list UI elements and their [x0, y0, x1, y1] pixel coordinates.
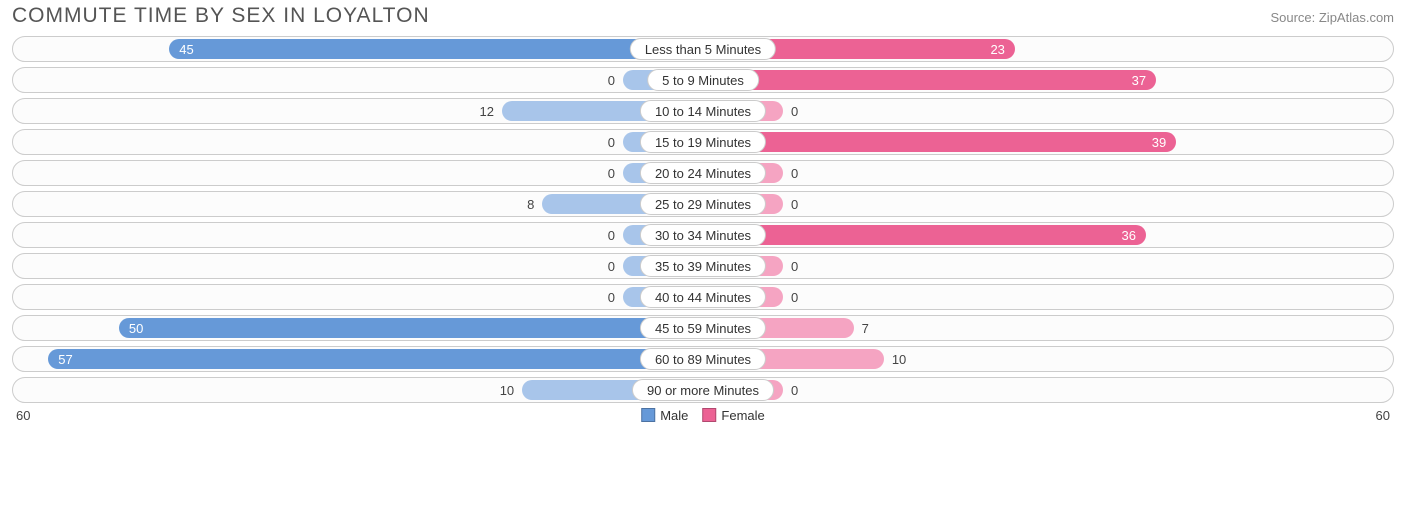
legend-item-male: Male — [641, 408, 688, 423]
axis-max-right: 60 — [1376, 408, 1390, 423]
category-label: 5 to 9 Minutes — [647, 69, 759, 91]
category-label: Less than 5 Minutes — [630, 38, 776, 60]
chart-row: 12 0 10 to 14 Minutes — [12, 98, 1394, 124]
bar-value-male: 8 — [527, 197, 542, 212]
row-half-female: 0 — [703, 285, 1393, 309]
bar-value-female: 23 — [990, 42, 1004, 57]
category-label: 10 to 14 Minutes — [640, 100, 766, 122]
row-half-male: 0 — [13, 130, 703, 154]
legend-label-female: Female — [721, 408, 764, 423]
row-half-male: 0 — [13, 223, 703, 247]
bar-value-female: 37 — [1132, 73, 1146, 88]
bar-male: 50 — [119, 318, 705, 338]
chart-title: COMMUTE TIME BY SEX IN LOYALTON — [12, 4, 430, 28]
row-half-male: 0 — [13, 161, 703, 185]
row-half-male: 57 — [13, 347, 703, 371]
row-half-female: 0 — [703, 254, 1393, 278]
bar-value-female: 7 — [854, 321, 869, 336]
bar-value-female: 39 — [1152, 135, 1166, 150]
category-label: 90 or more Minutes — [632, 379, 774, 401]
category-label: 15 to 19 Minutes — [640, 131, 766, 153]
chart-row: 0 0 20 to 24 Minutes — [12, 160, 1394, 186]
chart-row: 0 0 35 to 39 Minutes — [12, 253, 1394, 279]
bar-value-male: 45 — [179, 42, 193, 57]
bar-value-male: 12 — [480, 104, 502, 119]
bar-value-male: 0 — [608, 290, 623, 305]
legend-item-female: Female — [702, 408, 764, 423]
bar-female: 39 — [701, 132, 1176, 152]
row-half-male: 0 — [13, 68, 703, 92]
bar-value-male: 0 — [608, 228, 623, 243]
bar-female: 36 — [701, 225, 1146, 245]
chart-rows: 45 23 Less than 5 Minutes 0 37 5 to 9 Minutes… — [8, 36, 1398, 403]
chart-container: COMMUTE TIME BY SEX IN LOYALTON Source: … — [0, 0, 1406, 427]
row-half-female: 0 — [703, 378, 1393, 402]
chart-row: 0 36 30 to 34 Minutes — [12, 222, 1394, 248]
bar-value-male: 0 — [608, 259, 623, 274]
row-half-female: 10 — [703, 347, 1393, 371]
chart-row: 50 7 45 to 59 Minutes — [12, 315, 1394, 341]
bar-value-male: 50 — [129, 321, 143, 336]
bar-value-female: 0 — [783, 166, 798, 181]
bar-male: 57 — [48, 349, 705, 369]
bar-value-male: 10 — [500, 383, 522, 398]
bar-value-female: 10 — [884, 352, 906, 367]
row-half-female: 36 — [703, 223, 1393, 247]
bar-male: 45 — [169, 39, 705, 59]
bar-value-female: 0 — [783, 383, 798, 398]
chart-legend: Male Female — [641, 408, 765, 423]
chart-row: 45 23 Less than 5 Minutes — [12, 36, 1394, 62]
chart-row: 10 0 90 or more Minutes — [12, 377, 1394, 403]
row-half-female: 23 — [703, 37, 1393, 61]
bar-value-male: 0 — [608, 73, 623, 88]
row-half-male: 50 — [13, 316, 703, 340]
category-label: 20 to 24 Minutes — [640, 162, 766, 184]
category-label: 45 to 59 Minutes — [640, 317, 766, 339]
chart-row: 8 0 25 to 29 Minutes — [12, 191, 1394, 217]
chart-footer: 60 Male Female 60 — [8, 403, 1398, 427]
legend-label-male: Male — [660, 408, 688, 423]
bar-value-male: 57 — [58, 352, 72, 367]
bar-value-female: 0 — [783, 290, 798, 305]
row-half-male: 0 — [13, 285, 703, 309]
bar-value-female: 36 — [1122, 228, 1136, 243]
row-half-female: 0 — [703, 192, 1393, 216]
axis-max-left: 60 — [16, 408, 30, 423]
row-half-male: 10 — [13, 378, 703, 402]
category-label: 30 to 34 Minutes — [640, 224, 766, 246]
bar-value-female: 0 — [783, 197, 798, 212]
row-half-male: 8 — [13, 192, 703, 216]
bar-value-female: 0 — [783, 259, 798, 274]
bar-value-male: 0 — [608, 135, 623, 150]
chart-header: COMMUTE TIME BY SEX IN LOYALTON Source: … — [8, 0, 1398, 36]
category-label: 35 to 39 Minutes — [640, 255, 766, 277]
row-half-male: 12 — [13, 99, 703, 123]
category-label: 25 to 29 Minutes — [640, 193, 766, 215]
chart-row: 0 0 40 to 44 Minutes — [12, 284, 1394, 310]
chart-source: Source: ZipAtlas.com — [1270, 10, 1394, 25]
bar-female: 37 — [701, 70, 1156, 90]
row-half-female: 7 — [703, 316, 1393, 340]
bar-value-male: 0 — [608, 166, 623, 181]
category-label: 40 to 44 Minutes — [640, 286, 766, 308]
bar-value-female: 0 — [783, 104, 798, 119]
row-half-male: 45 — [13, 37, 703, 61]
legend-swatch-female — [702, 408, 716, 422]
chart-row: 0 39 15 to 19 Minutes — [12, 129, 1394, 155]
chart-row: 57 10 60 to 89 Minutes — [12, 346, 1394, 372]
legend-swatch-male — [641, 408, 655, 422]
category-label: 60 to 89 Minutes — [640, 348, 766, 370]
row-half-female: 0 — [703, 161, 1393, 185]
chart-row: 0 37 5 to 9 Minutes — [12, 67, 1394, 93]
row-half-female: 0 — [703, 99, 1393, 123]
row-half-male: 0 — [13, 254, 703, 278]
row-half-female: 37 — [703, 68, 1393, 92]
row-half-female: 39 — [703, 130, 1393, 154]
